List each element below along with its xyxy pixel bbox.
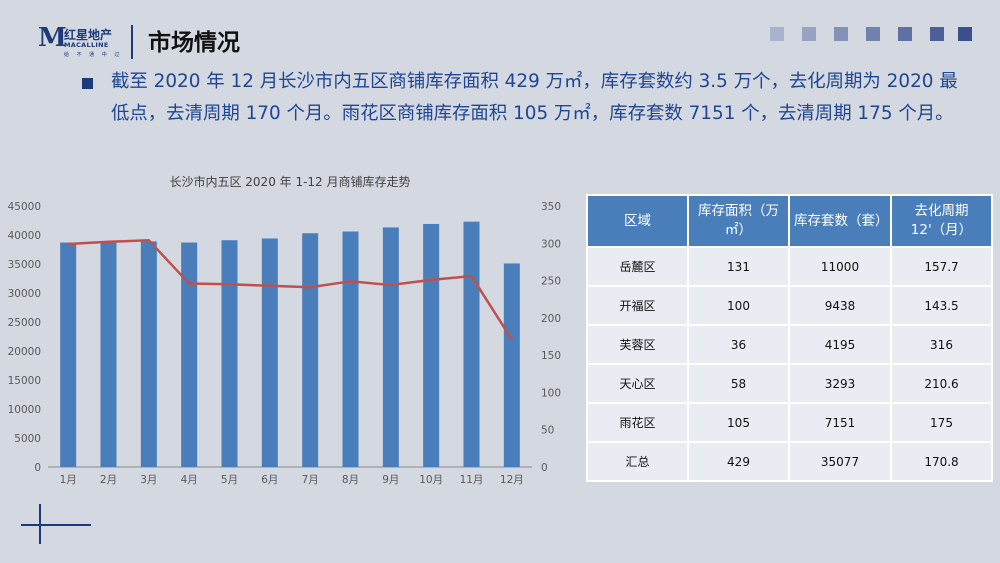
district-cell: 开福区 xyxy=(586,285,689,326)
table-header-cell: 库存面积（万㎡） xyxy=(687,194,790,248)
y-left-tick-label: 5000 xyxy=(14,433,41,445)
table-header-row: 区域 库存面积（万㎡） 库存套数（套） 去化周期 12'（月） xyxy=(586,194,993,248)
x-tick-label: 7月 xyxy=(302,474,319,486)
cycle-line xyxy=(68,239,513,341)
y-left-tick-label: 20000 xyxy=(8,346,41,358)
table-header-cell: 库存套数（套） xyxy=(788,194,892,248)
value-cell: 58 xyxy=(687,363,790,404)
logo-letter: M xyxy=(38,23,67,53)
decor-square xyxy=(930,27,944,41)
y-left-tick-label: 40000 xyxy=(8,230,41,242)
x-tick-label: 12月 xyxy=(500,474,524,486)
value-cell: 175 xyxy=(890,402,993,443)
value-cell: 157.7 xyxy=(890,246,993,287)
bar xyxy=(100,242,117,467)
bar xyxy=(342,231,359,467)
decor-square xyxy=(866,27,880,41)
district-cell: 天心区 xyxy=(586,363,689,404)
table-row: 汇总 429 35077 170.8 xyxy=(586,441,993,482)
bar xyxy=(423,223,440,467)
inventory-table: 区域 库存面积（万㎡） 库存套数（套） 去化周期 12'（月） 岳麓区 131 11… xyxy=(586,194,993,482)
value-cell: 210.6 xyxy=(890,363,993,404)
x-tick-label: 5月 xyxy=(221,474,238,486)
logo-name-en: MACALLINE xyxy=(64,41,109,49)
logo-tagline: 给 不 通 中 过 xyxy=(64,52,123,58)
y-left-tick-label: 0 xyxy=(34,462,41,474)
bar xyxy=(221,240,238,467)
table-row: 芙蓉区 36 4195 316 xyxy=(586,324,993,365)
y-left-tick-label: 45000 xyxy=(8,201,41,213)
value-cell: 143.5 xyxy=(890,285,993,326)
district-cell: 雨花区 xyxy=(586,402,689,443)
y-right-tick-label: 100 xyxy=(541,387,561,399)
y-left-tick-label: 35000 xyxy=(8,259,41,271)
table-row: 天心区 58 3293 210.6 xyxy=(586,363,993,404)
table-row: 雨花区 105 7151 175 xyxy=(586,402,993,443)
value-cell: 316 xyxy=(890,324,993,365)
value-cell: 9438 xyxy=(788,285,892,326)
y-right-tick-label: 200 xyxy=(541,313,561,325)
y-left-tick-label: 15000 xyxy=(8,375,41,387)
decor-square xyxy=(834,27,848,41)
bar xyxy=(382,227,399,467)
table-row: 岳麓区 131 11000 157.7 xyxy=(586,246,993,287)
y-right-tick-label: 150 xyxy=(541,350,561,362)
bar xyxy=(140,241,157,467)
y-right-tick-label: 250 xyxy=(541,276,561,288)
value-cell: 4195 xyxy=(788,324,892,365)
x-tick-label: 6月 xyxy=(261,474,278,486)
y-right-tick-label: 350 xyxy=(541,201,561,213)
x-tick-label: 2月 xyxy=(100,474,117,486)
summary-text: 截至 2020 年 12 月长沙市内五区商铺库存面积 429 万㎡，库存套数约 … xyxy=(111,71,958,124)
table-header-cell: 去化周期 12'（月） xyxy=(890,194,993,248)
district-cell: 汇总 xyxy=(586,441,689,482)
value-cell: 35077 xyxy=(788,441,892,482)
decor-square xyxy=(802,27,816,41)
corner-decor-line xyxy=(21,524,91,526)
brand-logo: M 红星地产 MACALLINE 给 不 通 中 过 xyxy=(38,24,128,60)
value-cell: 3293 xyxy=(788,363,892,404)
x-tick-label: 8月 xyxy=(342,474,359,486)
y-right-tick-label: 300 xyxy=(541,238,561,250)
bar xyxy=(302,233,319,467)
x-tick-label: 9月 xyxy=(382,474,399,486)
corner-decor-line xyxy=(39,504,41,544)
x-tick-label: 4月 xyxy=(181,474,198,486)
decor-square xyxy=(770,27,784,41)
chart-title: 长沙市内五区 2020 年 1-12 月商铺库存走势 xyxy=(169,174,410,189)
table-row: 开福区 100 9438 143.5 xyxy=(586,285,993,326)
value-cell: 100 xyxy=(687,285,790,326)
y-left-tick-label: 25000 xyxy=(8,317,41,329)
table-header-cell: 区域 xyxy=(586,194,689,248)
value-cell: 131 xyxy=(687,246,790,287)
x-tick-label: 1月 xyxy=(60,474,77,486)
bar xyxy=(181,242,198,467)
bar xyxy=(60,242,77,467)
bar xyxy=(463,221,480,467)
bullet-square-icon xyxy=(82,78,93,89)
y-right-tick-label: 50 xyxy=(541,425,554,437)
x-tick-label: 3月 xyxy=(140,474,157,486)
logo-name-cn: 红星地产 xyxy=(64,28,113,42)
value-cell: 11000 xyxy=(788,246,892,287)
y-left-tick-label: 10000 xyxy=(8,404,41,416)
inventory-chart: 长沙市内五区 2020 年 1-12 月商铺库存走势 0 5000 10000 150… xyxy=(8,174,561,486)
y-right-tick-label: 0 xyxy=(541,462,548,474)
value-cell: 105 xyxy=(687,402,790,443)
title-divider xyxy=(131,25,133,59)
decor-square xyxy=(898,27,912,41)
district-cell: 芙蓉区 xyxy=(586,324,689,365)
value-cell: 170.8 xyxy=(890,441,993,482)
district-cell: 岳麓区 xyxy=(586,246,689,287)
value-cell: 7151 xyxy=(788,402,892,443)
x-tick-label: 10月 xyxy=(419,474,443,486)
bar xyxy=(261,238,278,467)
page-title: 市场情况 xyxy=(148,30,240,56)
bar xyxy=(503,263,520,467)
value-cell: 36 xyxy=(687,324,790,365)
y-left-tick-label: 30000 xyxy=(8,288,41,300)
x-tick-label: 11月 xyxy=(460,474,484,486)
value-cell: 429 xyxy=(687,441,790,482)
decor-square xyxy=(958,27,972,41)
